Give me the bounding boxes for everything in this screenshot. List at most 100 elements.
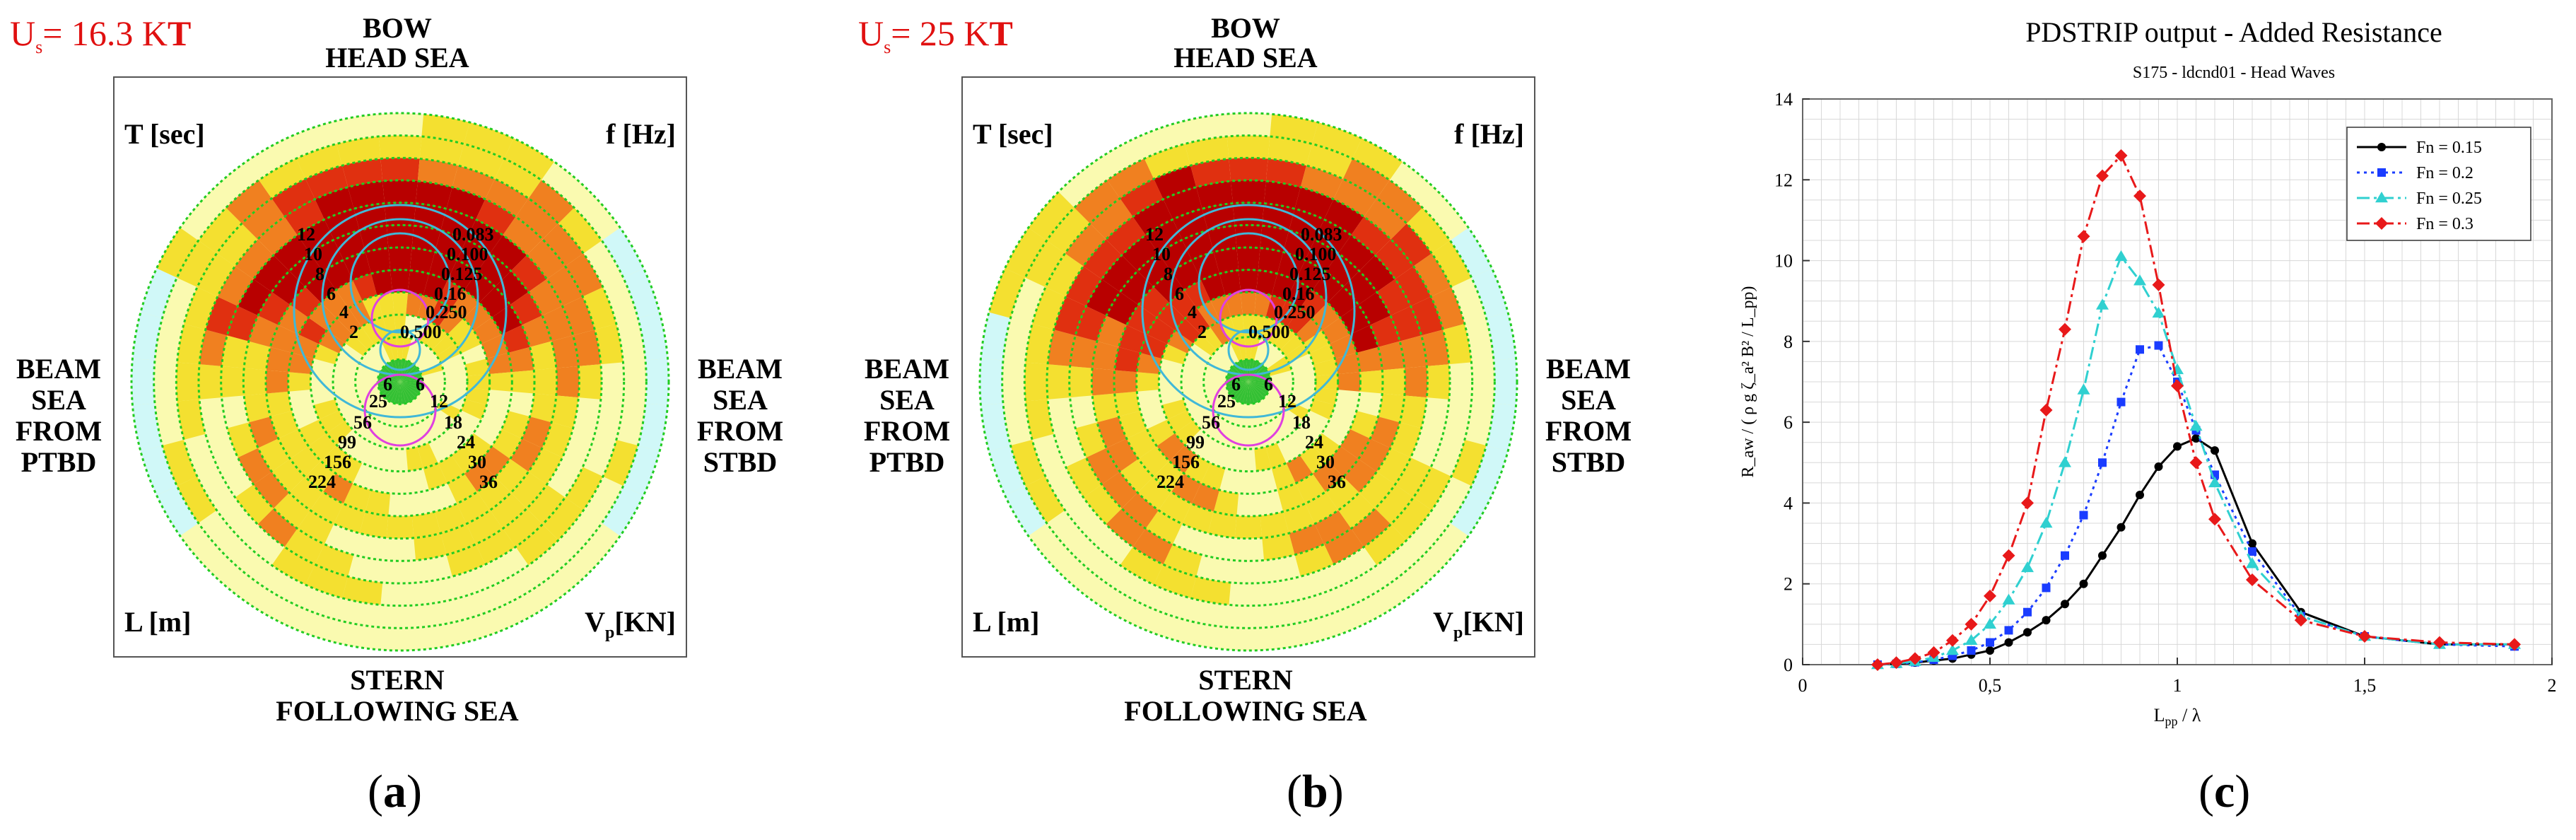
polar-cell <box>485 179 529 217</box>
polar-cell <box>501 410 530 439</box>
polar-cell <box>1340 428 1371 459</box>
polar-cell <box>1106 291 1139 325</box>
polar-cell <box>1248 382 1262 402</box>
polar-cell <box>1025 324 1054 365</box>
polar-cell <box>1201 462 1226 490</box>
polar-cell <box>1277 252 1306 281</box>
data-point <box>1986 638 1994 647</box>
polar-cell <box>980 403 1011 452</box>
ring-label: 6 <box>416 374 425 395</box>
polar-cell <box>382 382 400 398</box>
polar-cell <box>1025 240 1065 288</box>
range-ring <box>175 156 626 607</box>
data-point <box>2358 630 2371 643</box>
polar-cell <box>288 372 311 392</box>
polar-cell <box>1190 158 1231 187</box>
polar-cell <box>1047 364 1070 399</box>
polar-cell <box>140 445 177 496</box>
polar-cell <box>1200 327 1223 351</box>
data-point <box>2246 557 2259 568</box>
polar-cell <box>542 223 584 267</box>
polar-cell <box>1120 458 1154 493</box>
polar-cell <box>1161 344 1188 365</box>
data-point <box>1984 589 1996 602</box>
polar-cell <box>980 312 1011 361</box>
polar-cell <box>1106 438 1139 472</box>
head-sea-label-a: HEAD SEA <box>325 42 469 74</box>
polar-cell <box>1210 320 1230 346</box>
polar-cell <box>417 443 438 469</box>
y-tick-label: 6 <box>1784 412 1793 433</box>
polar-cell <box>1175 420 1201 445</box>
data-point <box>2023 607 2032 617</box>
polar-cell <box>336 280 363 309</box>
legend-label: Fn = 0.15 <box>2416 139 2482 157</box>
polar-cell <box>1343 271 1377 305</box>
polar-cell <box>384 382 400 400</box>
polar-cell <box>409 247 435 274</box>
polar-cell <box>1121 492 1159 529</box>
polar-cell <box>411 511 441 538</box>
data-point <box>2002 549 2015 562</box>
polar-cell <box>1325 477 1359 511</box>
polar-cell <box>334 230 365 260</box>
polar-cell <box>400 382 414 402</box>
range-ring <box>309 291 491 473</box>
polar-cell <box>244 393 271 423</box>
polar-cell <box>638 312 668 361</box>
polar-cell <box>529 341 556 371</box>
polar-cell <box>1126 428 1157 459</box>
polar-cell <box>1313 387 1338 405</box>
polar-cell <box>270 410 299 439</box>
polar-cell <box>1327 286 1359 318</box>
polar-cell <box>1048 329 1076 366</box>
ring-label: 36 <box>479 472 498 492</box>
data-point <box>2096 169 2109 182</box>
polar-cell <box>438 280 464 309</box>
polar-cell <box>1289 523 1325 555</box>
range-ring <box>264 246 536 518</box>
polar-cell <box>1101 255 1138 292</box>
polar-cell <box>595 324 623 365</box>
polar-cell <box>1364 524 1407 566</box>
polar-cell <box>390 269 410 293</box>
line-chart-panel-c: PDSTRIP output - Added Resistance S175 -… <box>1697 0 2576 840</box>
polar-cell <box>1106 508 1146 547</box>
polar-cell <box>1069 366 1093 398</box>
polar-cell <box>1154 564 1197 598</box>
polar-cell <box>1010 439 1046 486</box>
polar-cell <box>466 510 503 544</box>
ring-label: 6 <box>1264 374 1273 395</box>
polar-cell <box>377 292 394 317</box>
polar-cell <box>573 329 601 366</box>
polar-cell <box>1167 330 1194 354</box>
ring-label: 8 <box>315 264 324 284</box>
ring-label: 12 <box>1145 224 1164 245</box>
polar-cell <box>1376 180 1423 224</box>
polar-cell <box>1296 318 1322 344</box>
inner-cyan-circle <box>379 329 421 371</box>
polar-plot-a: 121086420.0830.1000.1250.160.2500.500625… <box>130 112 670 652</box>
polar-cell <box>313 399 339 420</box>
polar-cell <box>1138 286 1170 318</box>
polar-cell <box>1132 528 1173 565</box>
polar-cell <box>1193 334 1217 356</box>
polar-cell <box>1196 181 1233 209</box>
corner-speed-label-a: Vp[KN] <box>585 606 676 643</box>
polar-cell <box>419 136 464 166</box>
range-ring <box>153 134 648 629</box>
polar-cell <box>1277 483 1306 512</box>
polar-cell <box>378 382 400 392</box>
polar-cell <box>289 253 324 287</box>
polar-cell <box>386 225 414 248</box>
polar-cell <box>1284 400 1310 421</box>
y-tick-label: 0 <box>1784 655 1793 675</box>
data-point <box>1967 646 1976 655</box>
polar-cell <box>1358 438 1391 472</box>
data-point <box>2294 614 2307 627</box>
polar-cell <box>527 484 566 525</box>
polar-cell <box>476 477 511 511</box>
polar-cell <box>176 362 200 402</box>
ring-label: 0.083 <box>1301 224 1342 245</box>
polar-cell <box>1309 399 1335 420</box>
